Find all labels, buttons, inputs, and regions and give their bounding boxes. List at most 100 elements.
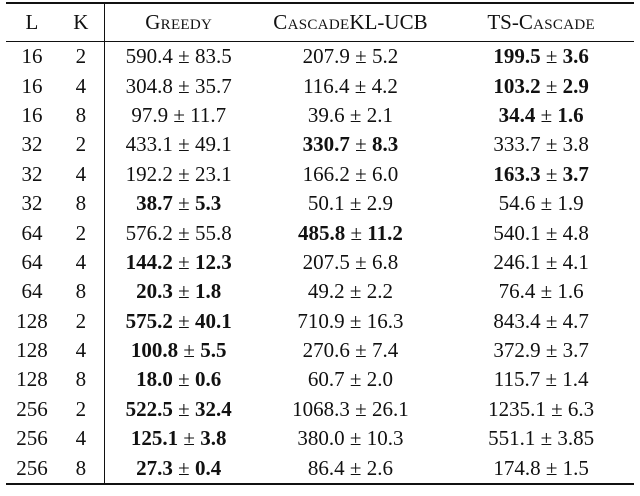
cell-mean: 380.0 — [297, 426, 345, 451]
cell-std: 1.6 — [557, 102, 584, 127]
cell-std: 6.0 — [371, 161, 399, 186]
plus-minus-sign: ± — [172, 455, 195, 480]
cell-k: 4 — [57, 424, 105, 454]
cell-std: 12.3 — [194, 249, 232, 274]
cell-ts: 1235.1 ± 6.3 — [448, 395, 634, 424]
table-header-row: L K Greedy CascadeKL-UCB TS-Cascade — [6, 3, 634, 42]
plus-minus-sign: ± — [540, 249, 563, 274]
cell-std: 2.2 — [366, 279, 393, 304]
cell-mean: 575.2 — [125, 308, 173, 333]
plus-minus-sign: ± — [178, 338, 201, 363]
cell-greedy: 97.9 ± 11.7 — [104, 101, 252, 130]
cell-std: 5.2 — [371, 44, 399, 69]
header-cascadekl-ucb: CascadeKL-UCB — [253, 3, 449, 42]
plus-minus-sign: ± — [178, 426, 201, 451]
cell-ts: 372.9 ± 3.7 — [448, 336, 634, 365]
cell-std: 40.1 — [194, 308, 232, 333]
cell-mean: 485.8 — [298, 220, 346, 245]
cell-std: 55.8 — [194, 220, 232, 245]
cell-mean: 116.4 — [303, 73, 350, 98]
header-k: K — [57, 3, 105, 42]
cell-std: 35.7 — [194, 73, 232, 98]
cell-std: 3.7 — [562, 161, 589, 186]
cell-ckl: 485.8 ± 11.2 — [253, 218, 449, 247]
cell-ts: 199.5 ± 3.6 — [448, 42, 634, 72]
cell-mean: 710.9 — [297, 308, 345, 333]
cell-ts: 34.4 ± 1.6 — [448, 101, 634, 130]
cell-ckl: 380.0 ± 10.3 — [253, 424, 449, 453]
cell-std: 0.6 — [194, 367, 222, 392]
cell-ts: 551.1 ± 3.85 — [448, 424, 634, 453]
cell-ckl: 60.7 ± 2.0 — [253, 365, 449, 394]
cell-mean: 1235.1 — [488, 396, 546, 421]
cell-ckl: 116.4 ± 4.2 — [253, 71, 449, 100]
table-row: 32 2 433.1 ± 49.1 330.7 ± 8.3 333.7 ± 3.8 — [6, 130, 634, 160]
cell-mean: 54.6 — [498, 191, 536, 216]
plus-minus-sign: ± — [349, 44, 372, 69]
cell-k: 4 — [57, 159, 105, 189]
plus-minus-sign: ± — [172, 396, 195, 421]
cell-std: 7.4 — [371, 338, 399, 363]
cell-std: 26.1 — [371, 396, 409, 421]
table-row: 16 8 97.9 ± 11.7 39.6 ± 2.1 34.4 ± 1.6 — [6, 100, 634, 131]
cell-std: 2.6 — [366, 455, 393, 480]
cell-std: 2.1 — [366, 102, 393, 127]
cell-l: 16 — [21, 73, 43, 98]
cell-std: 49.1 — [194, 132, 232, 157]
cell-ckl: 330.7 ± 8.3 — [253, 130, 449, 159]
table-row: 64 4 144.2 ± 12.3 207.5 ± 6.8 246.1 ± 4.1 — [6, 247, 634, 278]
plus-minus-sign: ± — [172, 44, 195, 69]
plus-minus-sign: ± — [349, 161, 372, 186]
cell-mean: 246.1 — [493, 249, 541, 274]
plus-minus-sign: ± — [349, 73, 372, 98]
cell-std: 23.1 — [194, 161, 232, 186]
cell-k: 4 — [57, 247, 105, 278]
cell-mean: 86.4 — [307, 455, 345, 480]
cell-mean: 100.8 — [130, 338, 179, 363]
cell-mean: 192.2 — [125, 161, 173, 186]
cell-l: 256 — [16, 455, 48, 480]
cell-ts: 163.3 ± 3.7 — [448, 160, 634, 189]
cell-l: 64 — [21, 279, 43, 304]
table-row: 32 8 38.7 ± 5.3 50.1 ± 2.9 54.6 ± 1.9 — [6, 188, 634, 219]
plus-minus-sign: ± — [540, 308, 563, 333]
cell-ts: 103.2 ± 2.9 — [448, 71, 634, 100]
cell-mean: 166.2 — [302, 161, 350, 186]
plus-minus-sign: ± — [344, 455, 367, 480]
plus-minus-sign: ± — [540, 367, 563, 392]
cell-std: 1.8 — [194, 279, 222, 304]
plus-minus-sign: ± — [540, 73, 563, 98]
plus-minus-sign: ± — [172, 132, 195, 157]
cell-mean: 843.4 — [493, 308, 541, 333]
cell-greedy: 144.2 ± 12.3 — [104, 248, 252, 277]
cell-mean: 433.1 — [125, 132, 173, 157]
cell-mean: 18.0 — [136, 367, 173, 392]
plus-minus-sign: ± — [172, 308, 195, 333]
cell-std: 32.4 — [194, 396, 232, 421]
cell-greedy: 304.8 ± 35.7 — [104, 71, 252, 100]
cell-mean: 207.9 — [302, 44, 350, 69]
cell-ckl: 710.9 ± 16.3 — [253, 307, 449, 336]
table-row: 64 8 20.3 ± 1.8 49.2 ± 2.2 76.4 ± 1.6 — [6, 277, 634, 307]
cell-mean: 144.2 — [125, 249, 173, 274]
plus-minus-sign: ± — [535, 426, 558, 451]
cell-mean: 39.6 — [307, 102, 345, 127]
cell-greedy: 433.1 ± 49.1 — [104, 130, 252, 159]
plus-minus-sign: ± — [535, 191, 558, 216]
cell-greedy: 38.7 ± 5.3 — [104, 189, 252, 218]
table-row: 256 8 27.3 ± 0.4 86.4 ± 2.6 174.8 ± 1.5 — [6, 453, 634, 484]
cell-k: 2 — [57, 130, 105, 160]
cell-ckl: 39.6 ± 2.1 — [253, 101, 449, 130]
header-cascadekl-ucb-prefix: Cascade — [273, 10, 350, 34]
cell-mean: 199.5 — [493, 44, 541, 69]
cell-mean: 304.8 — [125, 73, 173, 98]
cell-greedy: 18.0 ± 0.6 — [104, 365, 252, 394]
cell-l: 64 — [21, 249, 43, 274]
cell-l: 256 — [16, 396, 48, 421]
table-row: 64 2 576.2 ± 55.8 485.8 ± 11.2 540.1 ± 4.8 — [6, 218, 634, 248]
table-row: 128 2 575.2 ± 40.1 710.9 ± 16.3 843.4 ± 4.7 — [6, 306, 634, 336]
cell-ts: 843.4 ± 4.7 — [448, 307, 634, 336]
plus-minus-sign: ± — [349, 132, 372, 157]
cell-k: 2 — [57, 394, 105, 425]
cell-mean: 551.1 — [488, 426, 536, 451]
